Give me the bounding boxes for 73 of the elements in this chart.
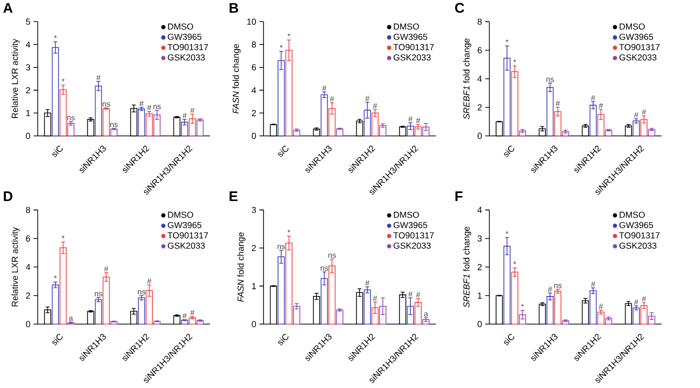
- legend-label: GSK2033: [394, 54, 431, 61]
- y-tick-label: 0: [252, 132, 256, 140]
- x-tick-label: siC: [52, 146, 63, 158]
- legend-label: DMSO: [620, 24, 645, 30]
- legend-label: DMSO: [620, 212, 645, 218]
- legend-label: GW3965: [168, 222, 202, 228]
- x-tick-label: siC: [52, 334, 63, 346]
- chart-title: F: [455, 192, 463, 202]
- y-tick-label: 5: [26, 18, 30, 25]
- chart-title: E: [230, 192, 238, 202]
- legend-label: GW3965: [394, 34, 428, 40]
- y-axis-title: Relative LXR activity: [12, 227, 20, 306]
- chart-title: D: [4, 192, 12, 202]
- y-tick-label: 10: [247, 18, 256, 25]
- legend-label: GSK2033: [619, 242, 656, 249]
- x-tick-label: siC: [504, 146, 514, 158]
- y-tick-label: 2: [478, 104, 482, 110]
- x-tick-label: siC: [278, 334, 288, 346]
- y-tick-label: 2: [478, 264, 482, 270]
- y-tick-label: 2: [252, 245, 256, 252]
- y-tick-label: 0: [478, 321, 482, 328]
- y-tick-label: 8: [26, 206, 30, 214]
- chart-title: B: [230, 3, 238, 13]
- x-tick-label: siC: [278, 146, 288, 158]
- legend-label: GW3965: [168, 34, 202, 40]
- y-axis-title: Relative LXR activity: [12, 38, 20, 118]
- x-tick-label: siC: [504, 334, 514, 346]
- y-tick-label: 6: [252, 64, 256, 71]
- y-tick-label: 0: [478, 132, 482, 140]
- y-tick-label: 4: [26, 264, 30, 270]
- y-tick-label: 4: [477, 76, 482, 82]
- legend-label: DMSO: [168, 24, 194, 30]
- legend-label: TO901317: [619, 44, 660, 50]
- y-tick-label: 1: [252, 283, 256, 290]
- y-tick-label: 1: [26, 110, 30, 116]
- legend-label: DMSO: [394, 212, 419, 218]
- y-tick-label: 2: [26, 292, 30, 299]
- y-tick-label: 0: [252, 321, 256, 328]
- y-tick-label: 4: [252, 87, 256, 94]
- legend-label: GSK2033: [619, 54, 656, 61]
- legend-label: GSK2033: [168, 242, 205, 249]
- y-tick-label: 1: [478, 292, 482, 299]
- y-axis-title: SREBF1 fold change: [463, 38, 472, 120]
- legend-label: GSK2033: [168, 54, 205, 61]
- y-tick-label: 4: [477, 207, 482, 213]
- legend-label: TO901317: [619, 232, 660, 239]
- legend-label: GW3965: [394, 222, 428, 228]
- y-tick-label: 8: [478, 18, 482, 25]
- legend-label: TO901317: [168, 44, 208, 50]
- y-tick-label: 3: [478, 235, 482, 242]
- y-axis-title: SREBF1 fold change: [463, 226, 472, 308]
- legend-label: DMSO: [168, 212, 194, 218]
- y-tick-label: 8: [252, 42, 256, 48]
- y-tick-label: 0: [26, 132, 30, 140]
- y-tick-label: 3: [252, 206, 256, 214]
- y-axis-title: FASN fold change: [232, 44, 241, 114]
- y-tick-label: 4: [26, 42, 30, 48]
- chart-title: A: [3, 3, 13, 13]
- legend-label: GW3965: [619, 222, 654, 228]
- y-tick-label: 6: [26, 235, 30, 242]
- legend-label: DMSO: [394, 24, 419, 30]
- y-tick-label: 3: [26, 64, 30, 71]
- legend-label: GSK2033: [394, 242, 431, 249]
- legend-label: TO901317: [393, 232, 434, 239]
- y-tick-label: 2: [26, 87, 30, 94]
- y-tick-label: 0: [26, 321, 30, 328]
- y-tick-label: 6: [478, 47, 482, 54]
- legend-label: TO901317: [393, 44, 434, 50]
- legend-label: GW3965: [619, 34, 654, 40]
- chart-title: C: [455, 2, 464, 13]
- y-tick-label: 2: [252, 110, 256, 116]
- y-axis-title: FASN fold change: [237, 232, 246, 302]
- legend-label: TO901317: [168, 232, 208, 239]
